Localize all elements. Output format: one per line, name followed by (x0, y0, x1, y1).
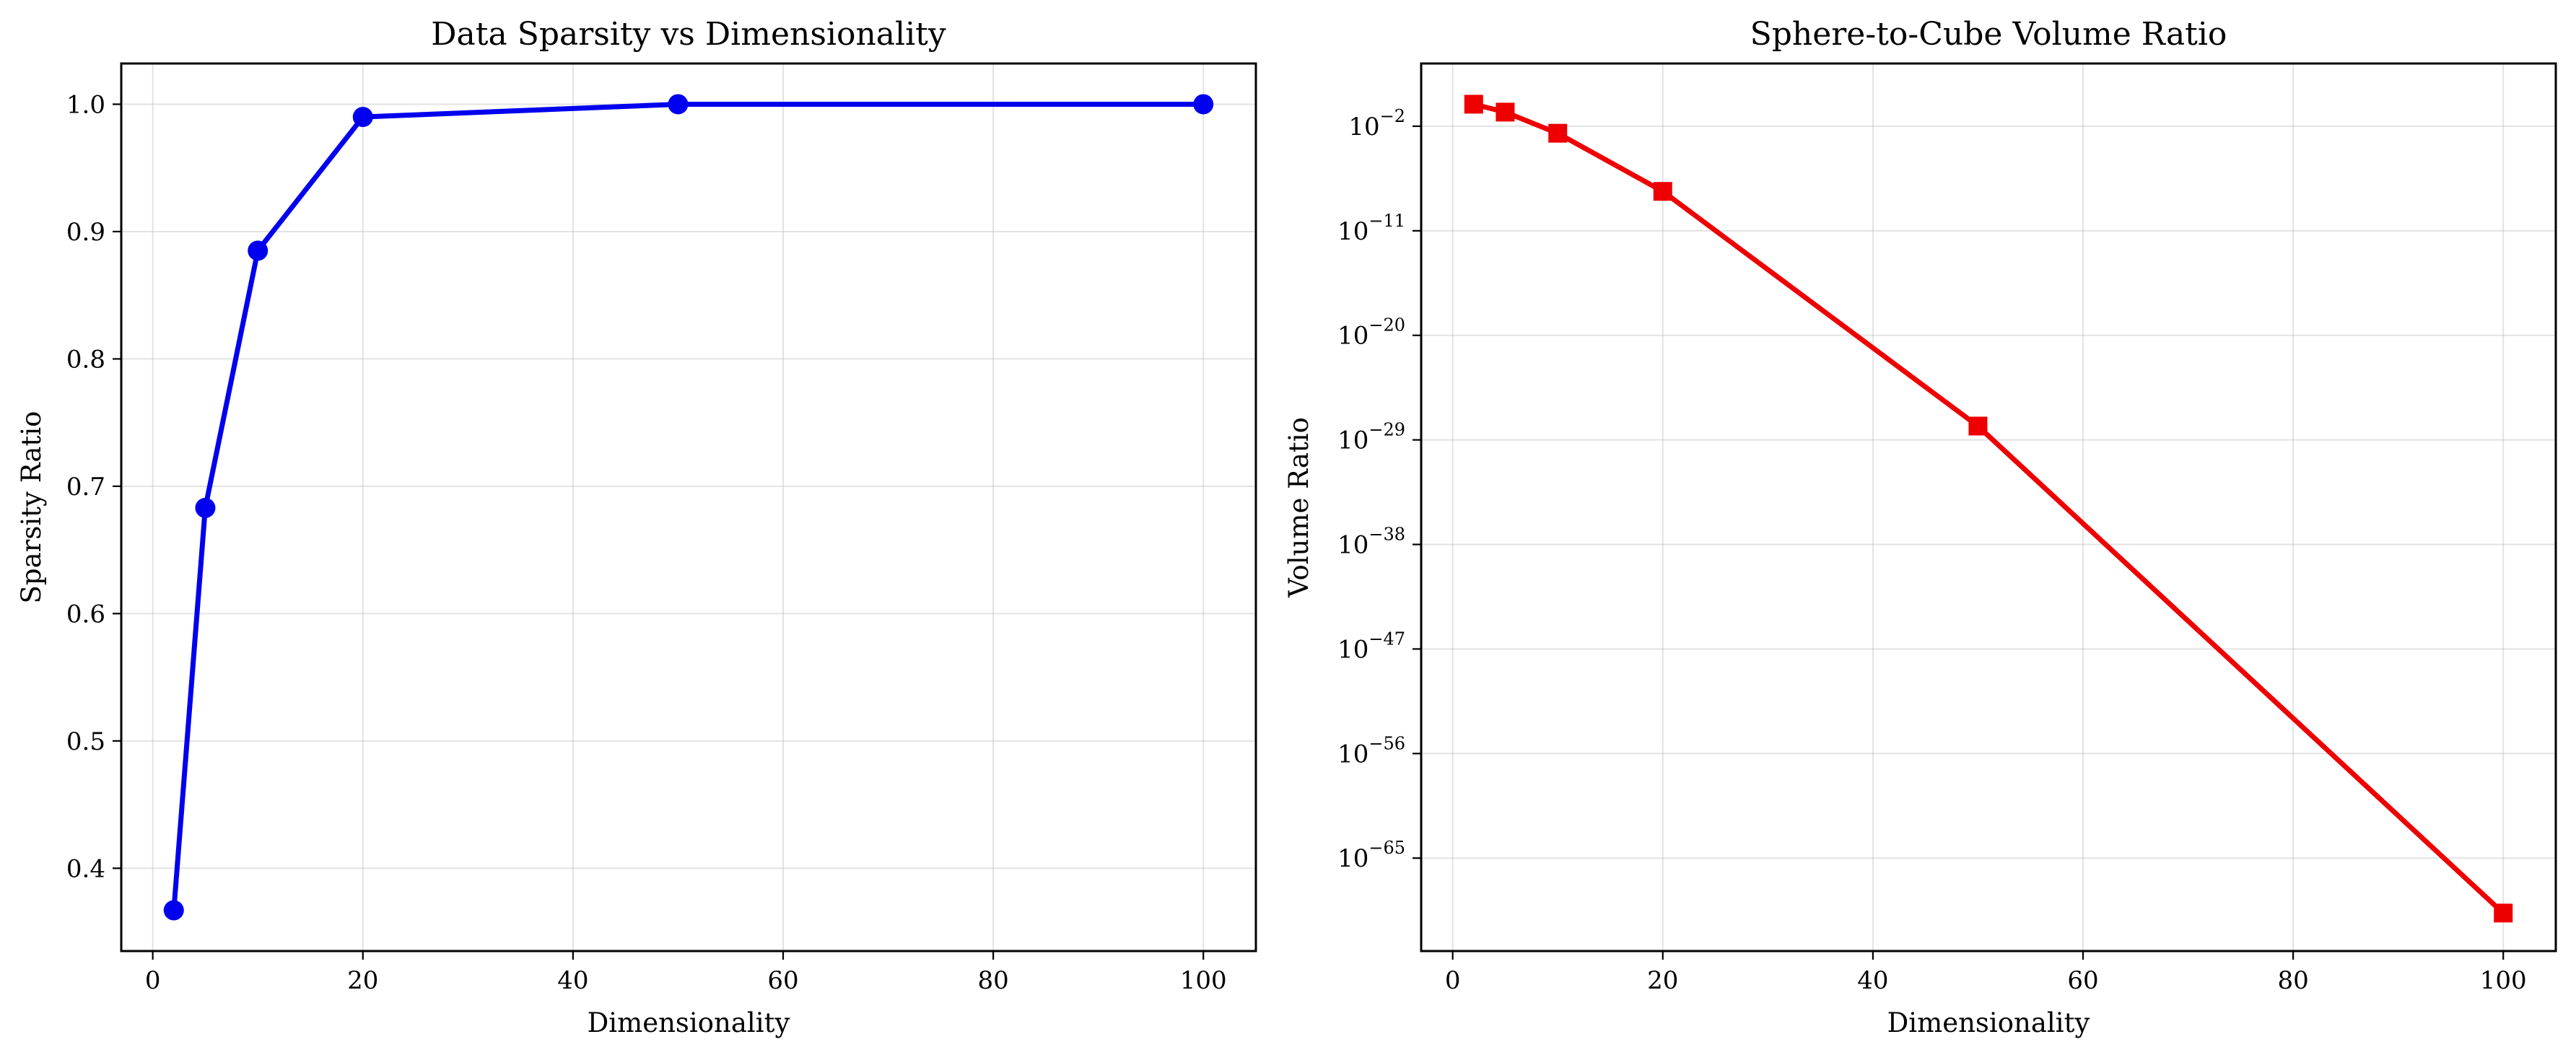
data-point-3 (1548, 123, 1568, 143)
chart-title: Data Sparsity vs Dimensionality (431, 16, 946, 53)
x-tick-label: 80 (2277, 966, 2308, 995)
x-tick-label: 0 (1445, 966, 1461, 995)
y-axis-title: Sparsity Ratio (16, 411, 47, 604)
data-point-2 (1496, 102, 1515, 122)
y-tick-label: 10−56 (1337, 733, 1405, 768)
gridlines (121, 63, 1256, 951)
y-tick-label: 10−29 (1337, 420, 1405, 455)
data-point-1 (163, 900, 184, 921)
x-tick-label: 60 (2067, 966, 2098, 995)
data-point-6 (2494, 903, 2513, 923)
plot-frame (1420, 62, 2557, 952)
data-point-5 (1968, 416, 1988, 436)
x-tick-label: 60 (767, 966, 798, 995)
data-point-4 (352, 107, 373, 128)
x-tick-label: 20 (1647, 966, 1678, 995)
series-line-1 (171, 102, 1206, 913)
data-point-3 (248, 240, 268, 261)
y-tick-label: 10−38 (1337, 525, 1405, 560)
y-axis: 0.4 0.5 0.6 0.7 0.8 0.9 1.0 (66, 90, 121, 883)
x-axis: 0 20 40 60 80 100 (1445, 951, 2527, 995)
x-tick-label: 100 (1180, 966, 1227, 995)
x-tick-label: 0 (145, 966, 161, 995)
x-tick-label: 20 (347, 966, 378, 995)
y-tick-label: 10−11 (1337, 211, 1405, 246)
data-point-5 (668, 94, 689, 115)
y-tick-label: 1.0 (66, 90, 105, 119)
chart-2: 0 20 40 60 80 100 10−2 10−11 10−20 10−29 10−38 10−4… (1283, 16, 2557, 1038)
y-tick-label: 0.7 (66, 473, 105, 501)
x-tick-label: 100 (2480, 966, 2527, 995)
data-point-2 (195, 497, 216, 518)
y-tick-label: 0.8 (66, 345, 105, 374)
plot-frame (120, 62, 1257, 952)
x-axis-title: Dimensionality (588, 1007, 790, 1038)
data-point-4 (1653, 182, 1672, 201)
y-axis-title: Volume Ratio (1283, 417, 1314, 598)
y-tick-label: 0.6 (66, 600, 105, 628)
y-tick-label: 0.5 (66, 727, 105, 756)
gridlines (1421, 63, 2556, 951)
data-point-6 (1193, 94, 1214, 115)
y-tick-label: 10−2 (1348, 106, 1405, 141)
chart-title: Sphere-to-Cube Volume Ratio (1750, 16, 2227, 53)
data-point-1 (1464, 95, 1483, 114)
y-tick-label: 0.9 (66, 218, 105, 247)
y-tick-label: 0.4 (66, 854, 105, 883)
y-axis: 10−2 10−11 10−20 10−29 10−38 10−47 10−56 10−65 (1337, 106, 1421, 873)
x-axis: 0 20 40 60 80 100 (145, 951, 1227, 995)
y-tick-label: 10−65 (1337, 838, 1405, 873)
x-tick-label: 40 (1857, 966, 1888, 995)
y-tick-label: 10−20 (1337, 315, 1405, 351)
y-tick-label: 10−47 (1337, 628, 1405, 664)
x-tick-label: 80 (977, 966, 1008, 995)
series-line-1 (1471, 101, 2506, 916)
chart-1: 0 20 40 60 80 100 0.4 0.5 0.6 0.7 0.8 0.9 1.0 Data Sp… (16, 16, 1257, 1038)
x-tick-label: 40 (557, 966, 588, 995)
x-axis-title: Dimensionality (1887, 1007, 2090, 1038)
